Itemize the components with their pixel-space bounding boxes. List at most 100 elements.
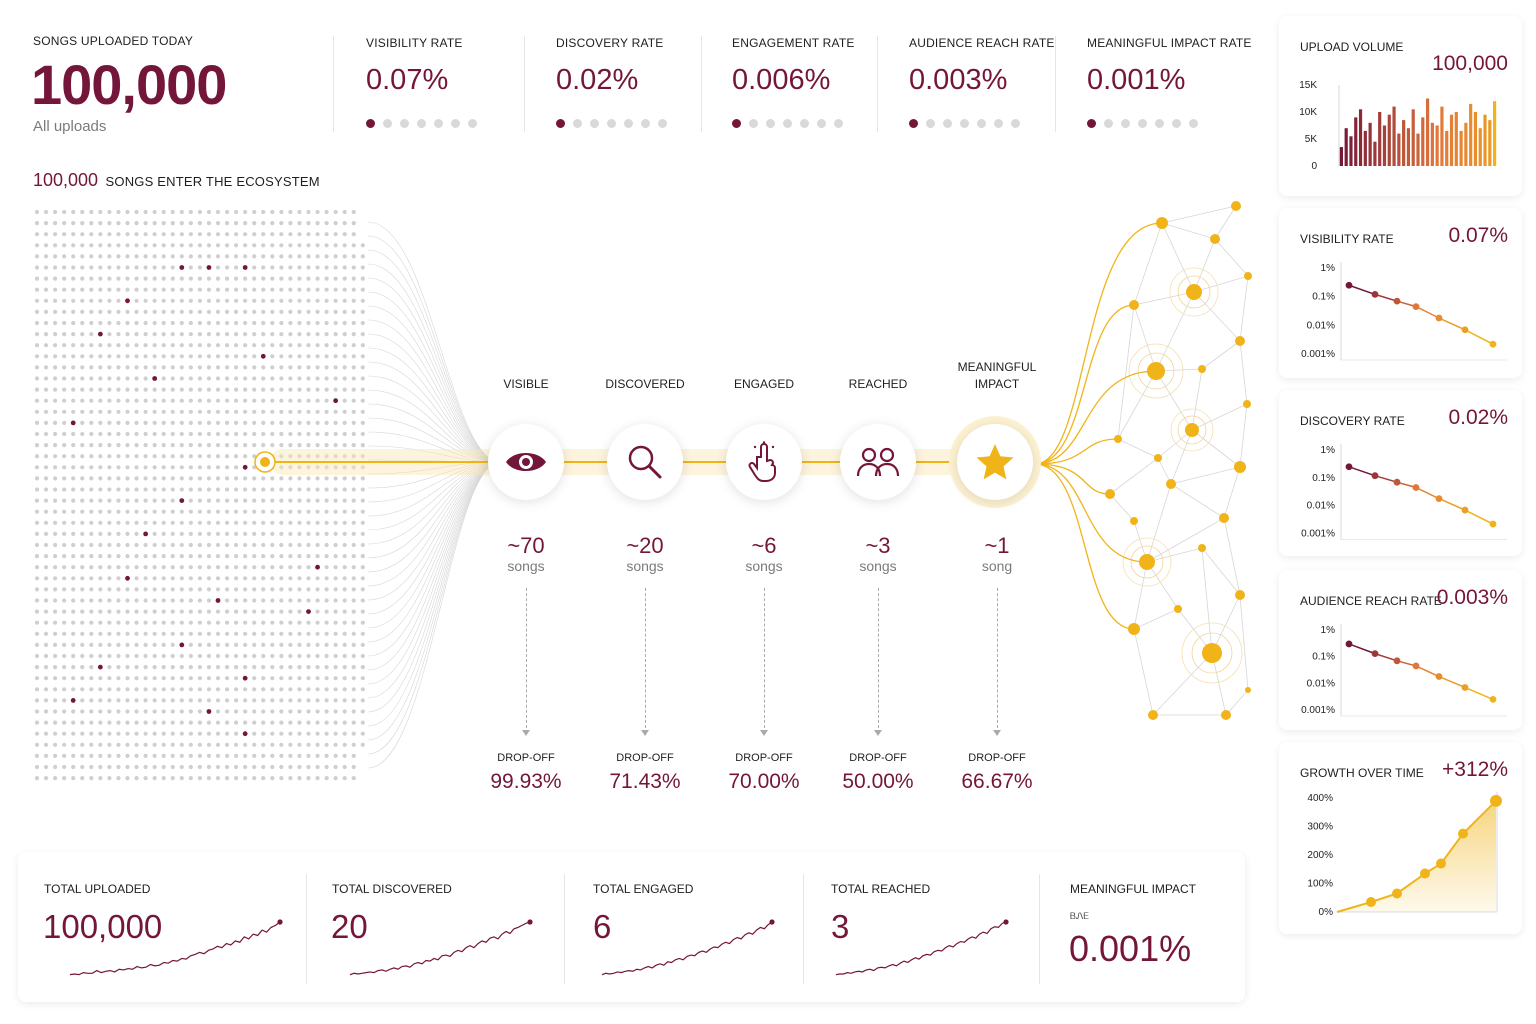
data-point (1412, 484, 1420, 491)
song-dot (270, 709, 275, 714)
song-dot (134, 542, 139, 548)
stage-discovered[interactable] (607, 424, 683, 500)
series-line-segment (1464, 686, 1494, 701)
song-dot (243, 287, 248, 292)
data-point (1371, 650, 1379, 658)
song-dot (80, 398, 85, 403)
song-dot (34, 476, 40, 481)
song-dot (43, 665, 49, 670)
network-edge (1201, 340, 1241, 370)
song-dot (234, 576, 239, 581)
song-dot (351, 332, 356, 337)
song-dot (224, 420, 230, 425)
song-dot (333, 409, 338, 414)
fan-line (367, 461, 501, 657)
song-dot (333, 576, 338, 581)
song-dot (288, 243, 293, 248)
song-dot (288, 287, 293, 292)
song-dot (53, 731, 58, 736)
dropoff-label: DROP-OFF (849, 752, 907, 764)
song-dot (215, 221, 221, 226)
song-dot (306, 298, 311, 303)
song-dot (288, 365, 293, 370)
song-dot (270, 565, 275, 570)
song-dot (89, 698, 94, 703)
song-dot (342, 431, 347, 437)
song-dot (333, 609, 338, 614)
song-dot (43, 287, 49, 292)
song-dot (342, 698, 347, 703)
song-dot (161, 454, 166, 459)
song-dot (62, 332, 67, 337)
song-dot (34, 209, 40, 215)
song-dot (297, 232, 302, 237)
song-dot (98, 720, 103, 725)
song-dot (98, 709, 103, 714)
stage-reached[interactable] (840, 424, 916, 500)
song-dot (179, 365, 184, 370)
song-dot (188, 276, 193, 281)
song-dot (297, 454, 302, 459)
song-dot (261, 698, 266, 703)
song-dot (206, 764, 212, 770)
song-dot (315, 542, 320, 548)
bar (1411, 109, 1415, 166)
song-dot (62, 764, 67, 770)
song-dot (279, 653, 284, 659)
song-dot (270, 332, 275, 337)
song-dot (261, 298, 266, 303)
stage-engaged[interactable] (726, 424, 802, 500)
song-dot (215, 709, 221, 714)
stage-visible[interactable] (488, 424, 564, 500)
stat-label: MEANINGFUL IMPACT (1070, 882, 1197, 896)
song-dot (279, 254, 284, 259)
song-dot (116, 509, 121, 514)
song-dot (206, 687, 212, 692)
network-node-halo (1137, 352, 1175, 390)
song-dot (161, 687, 166, 692)
song-dot (224, 354, 230, 359)
song-dot (306, 309, 311, 314)
song-dot (98, 676, 103, 681)
stage-meaningful-impact[interactable] (957, 424, 1033, 500)
song-dot (188, 409, 193, 414)
song-dot (170, 454, 175, 459)
divider (1055, 36, 1056, 132)
song-dot (170, 209, 175, 215)
network-edge (1239, 403, 1248, 468)
song-dot (351, 642, 356, 648)
song-dot (324, 676, 329, 681)
song-dot (53, 276, 58, 281)
song-dot (342, 576, 347, 581)
song-dot (71, 365, 76, 370)
song-dot (297, 387, 302, 392)
song-dot (360, 576, 365, 581)
song-dot-highlight (70, 420, 76, 426)
dropoff-connector (645, 588, 646, 728)
card-title: UPLOAD VOLUME (1300, 40, 1404, 54)
song-dot (261, 332, 266, 337)
stat-value: 0.001% (1069, 928, 1192, 969)
song-dot (306, 387, 311, 392)
people-icon (856, 447, 900, 477)
song-dot (324, 698, 329, 703)
song-dot (306, 764, 311, 770)
song-dot (252, 265, 257, 270)
song-dot (279, 554, 284, 559)
song-dot (80, 387, 85, 392)
y-tick-label: 0.1% (1312, 652, 1335, 663)
song-dot (243, 343, 248, 348)
song-dot (224, 387, 230, 392)
song-dot (288, 443, 293, 448)
song-dot (243, 542, 248, 548)
song-dot (34, 454, 40, 459)
card-title: DISCOVERY RATE (1300, 414, 1405, 428)
song-dot (360, 676, 365, 681)
song-dot (152, 254, 157, 259)
song-dot (288, 487, 293, 492)
song-dot (315, 465, 320, 470)
song-dot (360, 609, 365, 614)
song-dot (125, 631, 130, 636)
song-dot (179, 542, 184, 548)
song-dot (107, 376, 112, 381)
